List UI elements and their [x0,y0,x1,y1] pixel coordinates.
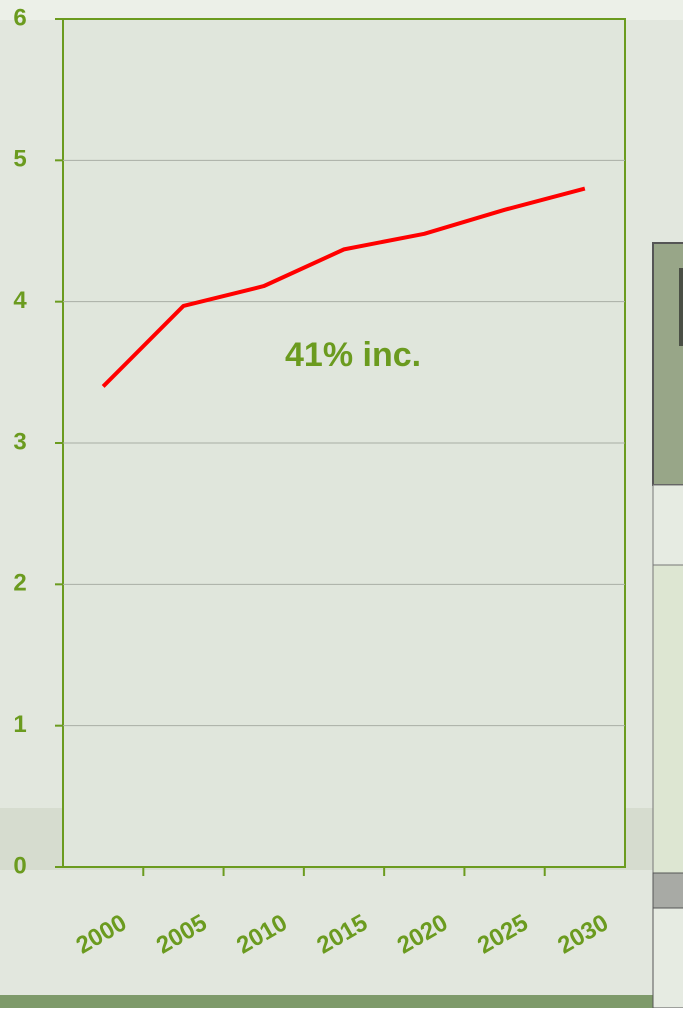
table-row [652,484,683,566]
table-row [652,564,683,874]
y-tick-label: 6 [13,4,26,31]
y-tick-label: 0 [13,852,26,879]
annotation: 41% inc. [285,336,421,374]
top-strip [0,0,683,20]
table-header [652,242,683,486]
table-row [652,907,683,1009]
y-tick-label: 2 [13,570,26,597]
bottom-strip [0,995,683,1008]
line [101,186,586,388]
y-tick-label: 5 [13,146,26,173]
y-tick-label: 3 [13,428,26,455]
table-row [652,872,683,909]
side-table [652,242,683,1009]
y-tick-label: 4 [13,287,27,314]
y-tick-label: 1 [13,711,26,738]
header-box [679,268,683,346]
